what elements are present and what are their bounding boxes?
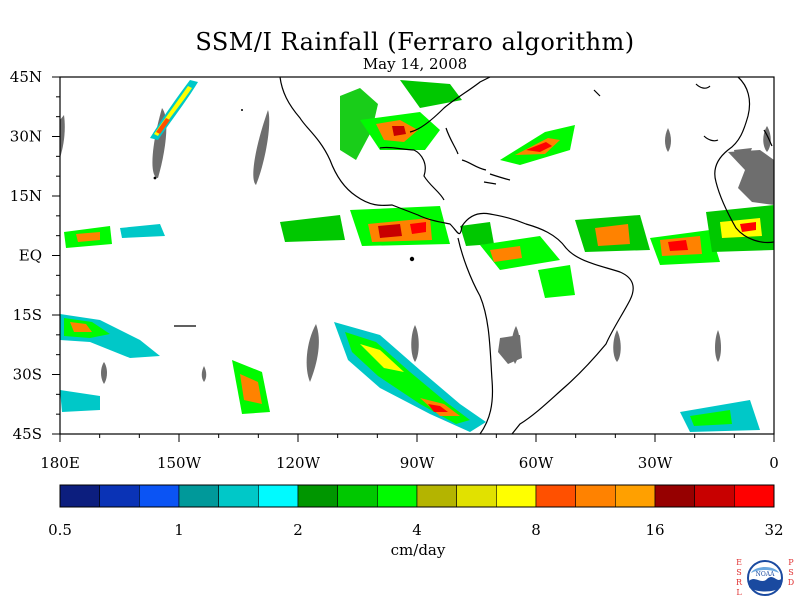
colorbar-swatch [258, 484, 299, 508]
lat-label-45n: 45N [10, 68, 42, 86]
lon-label-120w: 120W [276, 454, 321, 472]
noaa-badge-text: NOAA [756, 571, 776, 578]
colorbar-swatch [297, 484, 338, 508]
colorbar-swatch [416, 484, 457, 508]
colorbar-label: 2 [293, 521, 303, 539]
colorbar-swatch [496, 484, 537, 508]
colorbar [59, 484, 775, 508]
colorbar-label: 16 [645, 521, 665, 539]
colorbar-label: 1 [174, 521, 184, 539]
map-title: SSM/I Rainfall (Ferraro algorithm) [195, 28, 635, 56]
map-panel [59, 76, 775, 435]
lon-label-180e: 180E [40, 454, 80, 472]
colorbar-swatch [337, 484, 378, 508]
colorbar-swatch [139, 484, 180, 508]
coastlines [174, 76, 775, 435]
colorbar-label: 8 [531, 521, 541, 539]
lon-label-60w: 60W [519, 454, 554, 472]
lon-label-30w: 30W [638, 454, 673, 472]
lat-label-15s: 15S [13, 306, 42, 324]
lat-label-30n: 30N [10, 128, 42, 146]
rainfall-patches [60, 80, 774, 432]
colorbar-swatch [535, 484, 576, 508]
lon-label-0: 0 [769, 454, 779, 472]
colorbar-label: 4 [412, 521, 422, 539]
colorbar-swatch [734, 484, 775, 508]
colorbar-swatch [654, 484, 695, 508]
lon-label-150w: 150W [157, 454, 202, 472]
colorbar-swatch [456, 484, 497, 508]
lat-label-eq: EQ [19, 247, 42, 265]
noaa-badge-icon: NOAA [747, 560, 783, 596]
map-date: May 14, 2008 [362, 55, 468, 73]
colorbar-swatch [178, 484, 219, 508]
colorbar-label: 0.5 [48, 521, 72, 539]
data-gap-swaths [60, 108, 774, 384]
colorbar-swatch [575, 484, 616, 508]
latitude-labels: 45N 30N 15N EQ 15S 30S 45S [10, 68, 42, 443]
colorbar-swatch [694, 484, 735, 508]
colorbar-frame [59, 484, 775, 508]
islands [153, 109, 415, 262]
axis-ticks [52, 76, 775, 442]
colorbar-swatch [377, 484, 418, 508]
longitude-labels: 180E 150W 120W 90W 60W 30W 0 [40, 454, 779, 472]
colorbar-swatch [218, 484, 259, 508]
lat-label-15n: 15N [10, 187, 42, 205]
colorbar-unit: cm/day [390, 541, 446, 559]
lat-label-45s: 45S [13, 425, 42, 443]
colorbar-swatch [59, 484, 100, 508]
colorbar-label: 32 [764, 521, 784, 539]
colorbar-swatch [615, 484, 656, 508]
lon-label-90w: 90W [400, 454, 435, 472]
colorbar-swatch [99, 484, 140, 508]
lat-label-30s: 30S [13, 366, 42, 384]
